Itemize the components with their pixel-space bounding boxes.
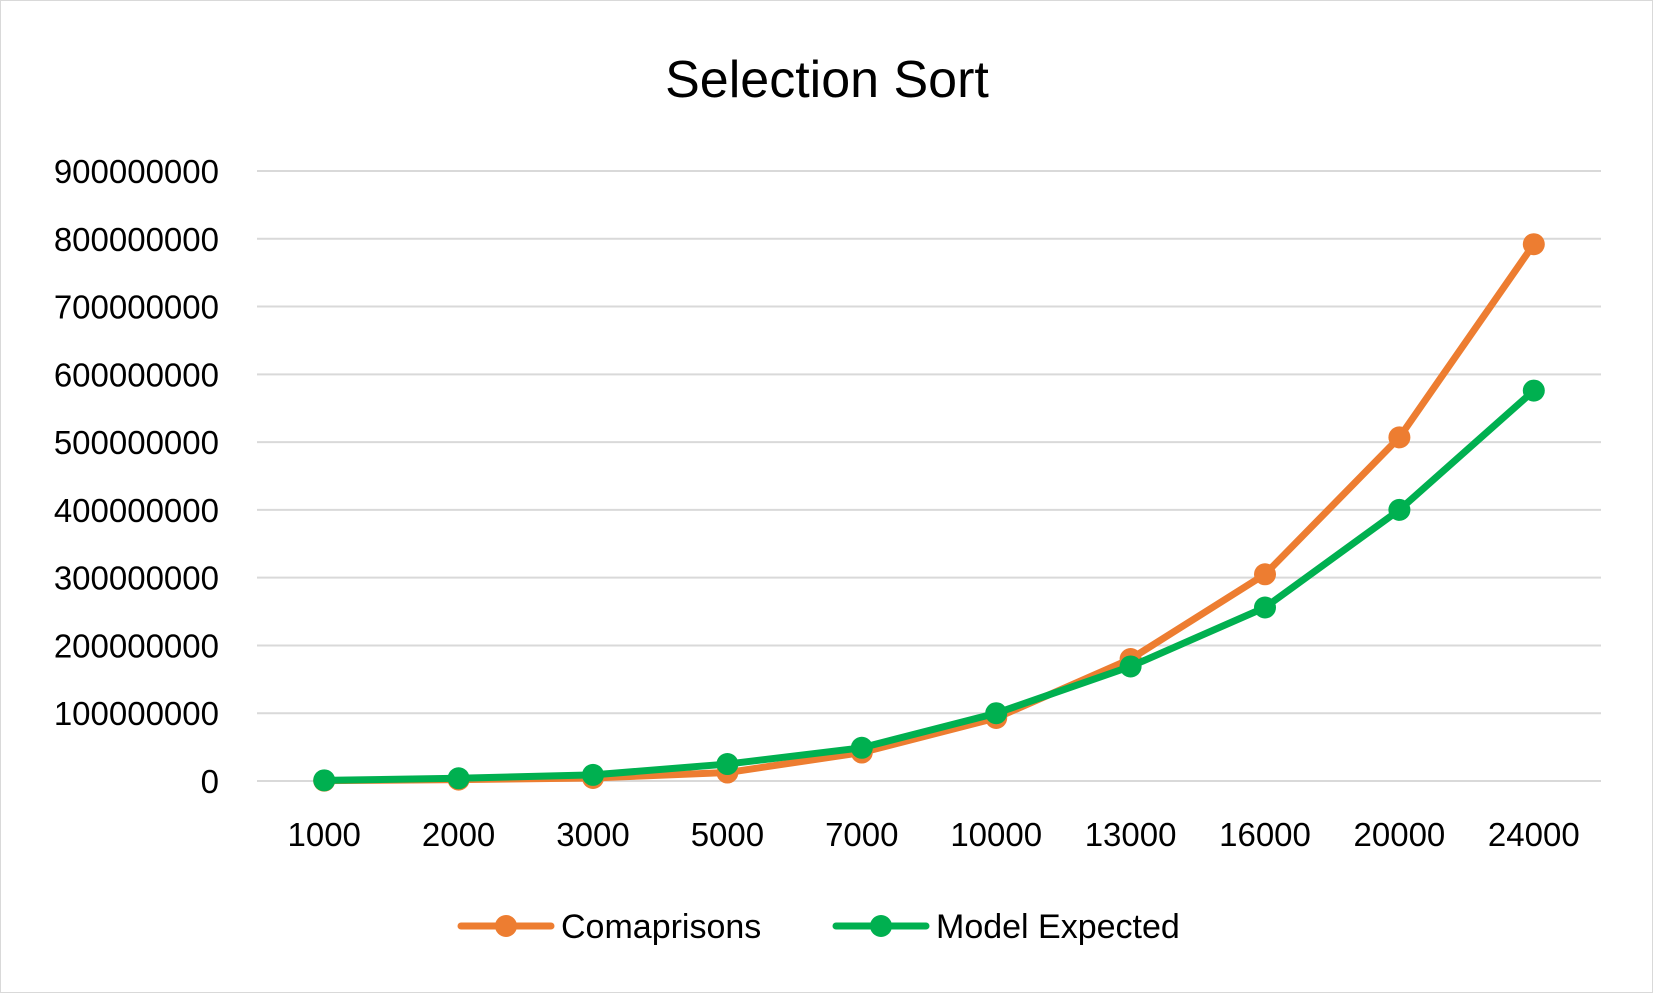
- y-tick-label: 300000000: [54, 560, 219, 597]
- data-point: [850, 736, 873, 759]
- legend-label: Comaprisons: [561, 908, 761, 946]
- legend-marker: [495, 915, 517, 937]
- data-point: [1522, 233, 1545, 256]
- y-tick-label: 900000000: [54, 153, 219, 190]
- x-axis-ticks: 1000 2000 3000 5000 7000 10000 13000 16000 20000…: [287, 816, 1579, 853]
- data-point: [1388, 498, 1411, 521]
- gridlines: [257, 170, 1601, 782]
- data-point: [716, 753, 739, 776]
- x-tick-label: 7000: [825, 816, 898, 853]
- legend-item: Model Expected: [832, 908, 1180, 946]
- y-tick-label: 0: [201, 763, 219, 800]
- x-tick-label: 5000: [691, 816, 764, 853]
- x-tick-label: 2000: [422, 816, 495, 853]
- series-comparisons: [313, 233, 1545, 792]
- chart-title: Selection Sort: [665, 51, 989, 109]
- y-axis-ticks: 0 100000000 200000000 300000000 400000000 500…: [54, 153, 219, 800]
- x-tick-label: 3000: [556, 816, 629, 853]
- series-line: [320, 240, 1538, 785]
- x-tick-label: 1000: [287, 816, 360, 853]
- legend: Comaprisons Model Expected: [457, 908, 1180, 946]
- data-point: [1388, 426, 1411, 449]
- x-tick-label: 24000: [1488, 816, 1580, 853]
- x-tick-label: 10000: [950, 816, 1042, 853]
- y-tick-label: 500000000: [54, 424, 219, 461]
- data-point: [582, 763, 604, 786]
- x-tick-label: 16000: [1219, 816, 1311, 853]
- legend-label: Model Expected: [936, 908, 1180, 946]
- y-tick-label: 100000000: [54, 695, 219, 732]
- legend-item: Comaprisons: [457, 908, 761, 946]
- series-group: [313, 233, 1545, 792]
- x-tick-label: 20000: [1354, 816, 1446, 853]
- y-tick-label: 600000000: [54, 356, 219, 393]
- data-point: [1254, 596, 1276, 619]
- data-point: [1522, 379, 1545, 402]
- y-tick-label: 700000000: [54, 289, 219, 326]
- data-point: [313, 769, 336, 792]
- series-line: [320, 387, 1538, 784]
- data-point: [1254, 563, 1276, 586]
- x-tick-label: 13000: [1085, 816, 1177, 853]
- series-model-expected: [313, 379, 1545, 792]
- data-point: [447, 767, 470, 790]
- data-point: [1119, 655, 1142, 678]
- legend-marker: [870, 915, 892, 937]
- y-tick-label: 200000000: [54, 627, 219, 664]
- y-tick-label: 400000000: [54, 492, 219, 529]
- data-point: [985, 702, 1008, 725]
- y-tick-label: 800000000: [54, 221, 219, 258]
